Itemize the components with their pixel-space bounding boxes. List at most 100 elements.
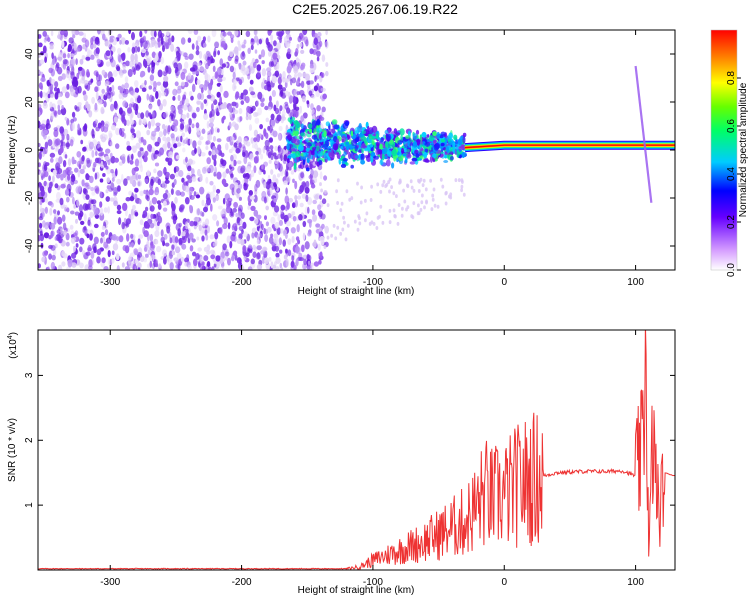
heatmap-cell — [67, 158, 72, 167]
heatmap-cell — [158, 263, 162, 269]
heatmap-cell — [156, 245, 162, 253]
heatmap-cell — [48, 67, 53, 74]
heatmap-cell — [246, 105, 251, 113]
heatmap-cell — [275, 117, 280, 124]
heatmap-cell — [189, 195, 195, 200]
heatmap-cell — [64, 116, 68, 121]
heatmap-cell — [111, 90, 116, 96]
heatmap-cell — [265, 132, 269, 139]
heatmap-cell — [462, 192, 466, 197]
heatmap-cell — [425, 199, 428, 204]
heatmap-cell — [267, 151, 272, 159]
heatmap-cell — [256, 264, 263, 270]
heatmap-cell — [99, 207, 104, 216]
heatmap-cell — [300, 80, 305, 89]
heatmap-cell — [91, 191, 96, 196]
heatmap-cell — [195, 40, 199, 47]
heatmap-cell — [105, 61, 111, 67]
heatmap-cell — [45, 123, 51, 130]
heatmap-cell — [153, 81, 157, 89]
heatmap-cell — [107, 250, 111, 258]
heatmap-cell — [232, 223, 238, 229]
heatmap-cell — [249, 153, 255, 161]
heatmap-cell — [216, 67, 222, 75]
heatmap-cell — [86, 157, 91, 164]
heatmap-cell — [151, 68, 155, 74]
heatmap-cell — [147, 144, 153, 152]
heatmap-cell — [304, 186, 310, 194]
heatmap-cell — [252, 61, 257, 69]
heatmap-cell — [252, 111, 259, 118]
heatmap-cell — [242, 245, 247, 253]
heatmap-cell — [264, 215, 267, 221]
heatmap-cell — [341, 227, 345, 232]
heatmap-cell — [267, 106, 272, 111]
heatmap-cell — [195, 50, 200, 56]
heatmap-cell — [222, 197, 226, 205]
heatmap-cell — [230, 154, 234, 162]
heatmap-cell — [183, 104, 188, 111]
heatmap-cell — [227, 31, 232, 36]
heatmap-cell — [111, 257, 115, 264]
x-tick-label: 100 — [627, 577, 644, 588]
heatmap-cell — [88, 141, 94, 150]
heatmap-cell — [244, 96, 250, 104]
heatmap-cell — [401, 147, 404, 154]
heatmap-cell — [71, 156, 75, 165]
heatmap-cell — [66, 133, 70, 141]
heatmap-cell — [251, 227, 257, 234]
heatmap-cell — [302, 30, 308, 36]
heatmap-cell — [123, 217, 127, 225]
heatmap-cell — [118, 217, 122, 226]
spectrogram-heatmap — [38, 30, 675, 270]
heatmap-cell — [310, 103, 314, 111]
heatmap-cell — [71, 49, 75, 55]
heatmap-cell — [204, 218, 210, 226]
heatmap-cell — [196, 100, 202, 105]
heatmap-cell — [306, 100, 310, 105]
heatmap-cell — [316, 50, 321, 57]
heatmap-cell — [97, 30, 101, 35]
heatmap-cell — [402, 153, 407, 157]
heatmap-cell — [50, 30, 54, 37]
colorbar-tick-label: 0.6 — [726, 119, 737, 133]
heatmap-cell — [268, 159, 272, 164]
heatmap-cell — [210, 78, 214, 86]
heatmap-cell — [89, 233, 93, 241]
heatmap-cell — [220, 103, 226, 110]
heatmap-cell — [173, 257, 179, 262]
heatmap-cell — [445, 190, 448, 195]
heatmap-cell — [283, 154, 288, 162]
heatmap-cell — [345, 141, 350, 146]
heatmap-cell — [112, 37, 117, 46]
heatmap-cell — [193, 216, 199, 222]
heatmap-cell — [162, 112, 168, 119]
heatmap-cell — [294, 199, 298, 208]
heatmap-cell — [87, 50, 93, 56]
heatmap-cell — [196, 236, 200, 241]
heatmap-cell — [74, 30, 80, 36]
heatmap-cell — [387, 143, 394, 148]
heatmap-cell — [253, 137, 258, 143]
heatmap-cell — [406, 149, 410, 153]
heatmap-cell — [103, 266, 109, 270]
heatmap-cell — [221, 76, 226, 82]
heatmap-cell — [162, 207, 168, 212]
heatmap-cell — [107, 40, 111, 48]
heatmap-cell — [86, 69, 90, 78]
heatmap-cell — [267, 44, 273, 52]
heatmap-cell — [94, 86, 99, 93]
heatmap-cell — [209, 191, 215, 200]
heatmap-cell — [51, 254, 56, 261]
heatmap-cell — [63, 253, 68, 259]
heatmap-cell — [228, 50, 234, 58]
heatmap-cell — [387, 180, 390, 185]
heatmap-cell — [326, 203, 330, 208]
heatmap-cell — [179, 100, 183, 107]
heatmap-cell — [336, 178, 340, 183]
heatmap-cell — [69, 139, 74, 147]
heatmap-cell — [243, 156, 248, 165]
heatmap-cell — [240, 92, 244, 100]
heatmap-cell — [63, 30, 68, 38]
heatmap-cell — [77, 123, 80, 131]
